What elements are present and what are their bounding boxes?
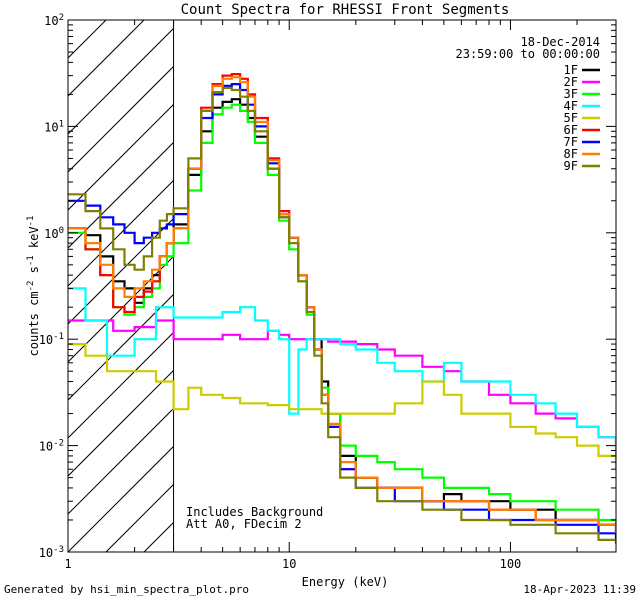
hatch-line [105, 483, 174, 552]
hatch-line [68, 217, 174, 325]
x-tick-label: 1 [64, 557, 71, 571]
series-line-2f [68, 319, 616, 446]
legend-label-3f: 3F [564, 87, 578, 101]
axis-ticks [67, 19, 617, 553]
legend-label-6f: 6F [564, 123, 578, 137]
hatch-line [68, 179, 174, 287]
series-line-5f [68, 343, 616, 470]
chart-title: Count Spectra for RHESSI Front Segments [181, 2, 510, 18]
annotation-background: Includes Background [186, 505, 323, 519]
y-tick-label: 102 [44, 13, 64, 28]
series-line-8f [68, 76, 616, 534]
y-tick-label: 10-3 [39, 545, 64, 560]
footer-timestamp: 18-Apr-2023 11:39 [523, 583, 636, 596]
hatch-line [68, 27, 174, 135]
y-tick-label: 101 [44, 119, 64, 134]
y-axis-label: counts cm-2 s-1 keV-1 [26, 216, 41, 357]
series-line-7f [68, 83, 616, 544]
x-axis-label: Energy (keV) [302, 575, 389, 589]
hatch-line [68, 445, 174, 552]
series-group [68, 73, 616, 544]
legend-label-9f: 9F [564, 159, 578, 173]
legend-label-8f: 8F [564, 147, 578, 161]
axis-tick-labels: 1 10 100 10-3 10-2 10-1 100 101 102 [39, 13, 522, 571]
footer-generated-by: Generated by hsi_min_spectra_plot.pro [4, 583, 250, 596]
hatch-line [68, 65, 174, 173]
x-tick-label: 100 [500, 557, 522, 571]
y-tick-label: 10-2 [39, 439, 64, 454]
series-line-6f [68, 73, 616, 534]
hatch-line [68, 255, 174, 363]
hatch-line [68, 331, 174, 439]
legend-label-1f: 1F [564, 63, 578, 77]
annotation-attenuator: Att A0, FDecim 2 [186, 517, 302, 531]
legend-label-5f: 5F [564, 111, 578, 125]
series-line-3f [68, 103, 616, 525]
hatch-line [68, 369, 174, 477]
y-tick-label: 10-1 [39, 332, 64, 347]
x-tick-label: 10 [282, 557, 296, 571]
hatch-line [68, 103, 174, 211]
y-tick-label: 100 [44, 226, 64, 241]
legend-label-7f: 7F [564, 135, 578, 149]
hatch-line [68, 293, 174, 401]
time-range-label: 23:59:00 to 00:00:00 [456, 47, 601, 61]
low-energy-hatch-region [68, 20, 174, 552]
legend-label-2f: 2F [564, 75, 578, 89]
series-line-9f [68, 86, 616, 544]
hatch-line [68, 20, 107, 59]
hatch-line [68, 407, 174, 515]
legend-label-4f: 4F [564, 99, 578, 113]
plot-frame [67, 19, 617, 553]
date-label: 18-Dec-2014 [521, 35, 600, 49]
